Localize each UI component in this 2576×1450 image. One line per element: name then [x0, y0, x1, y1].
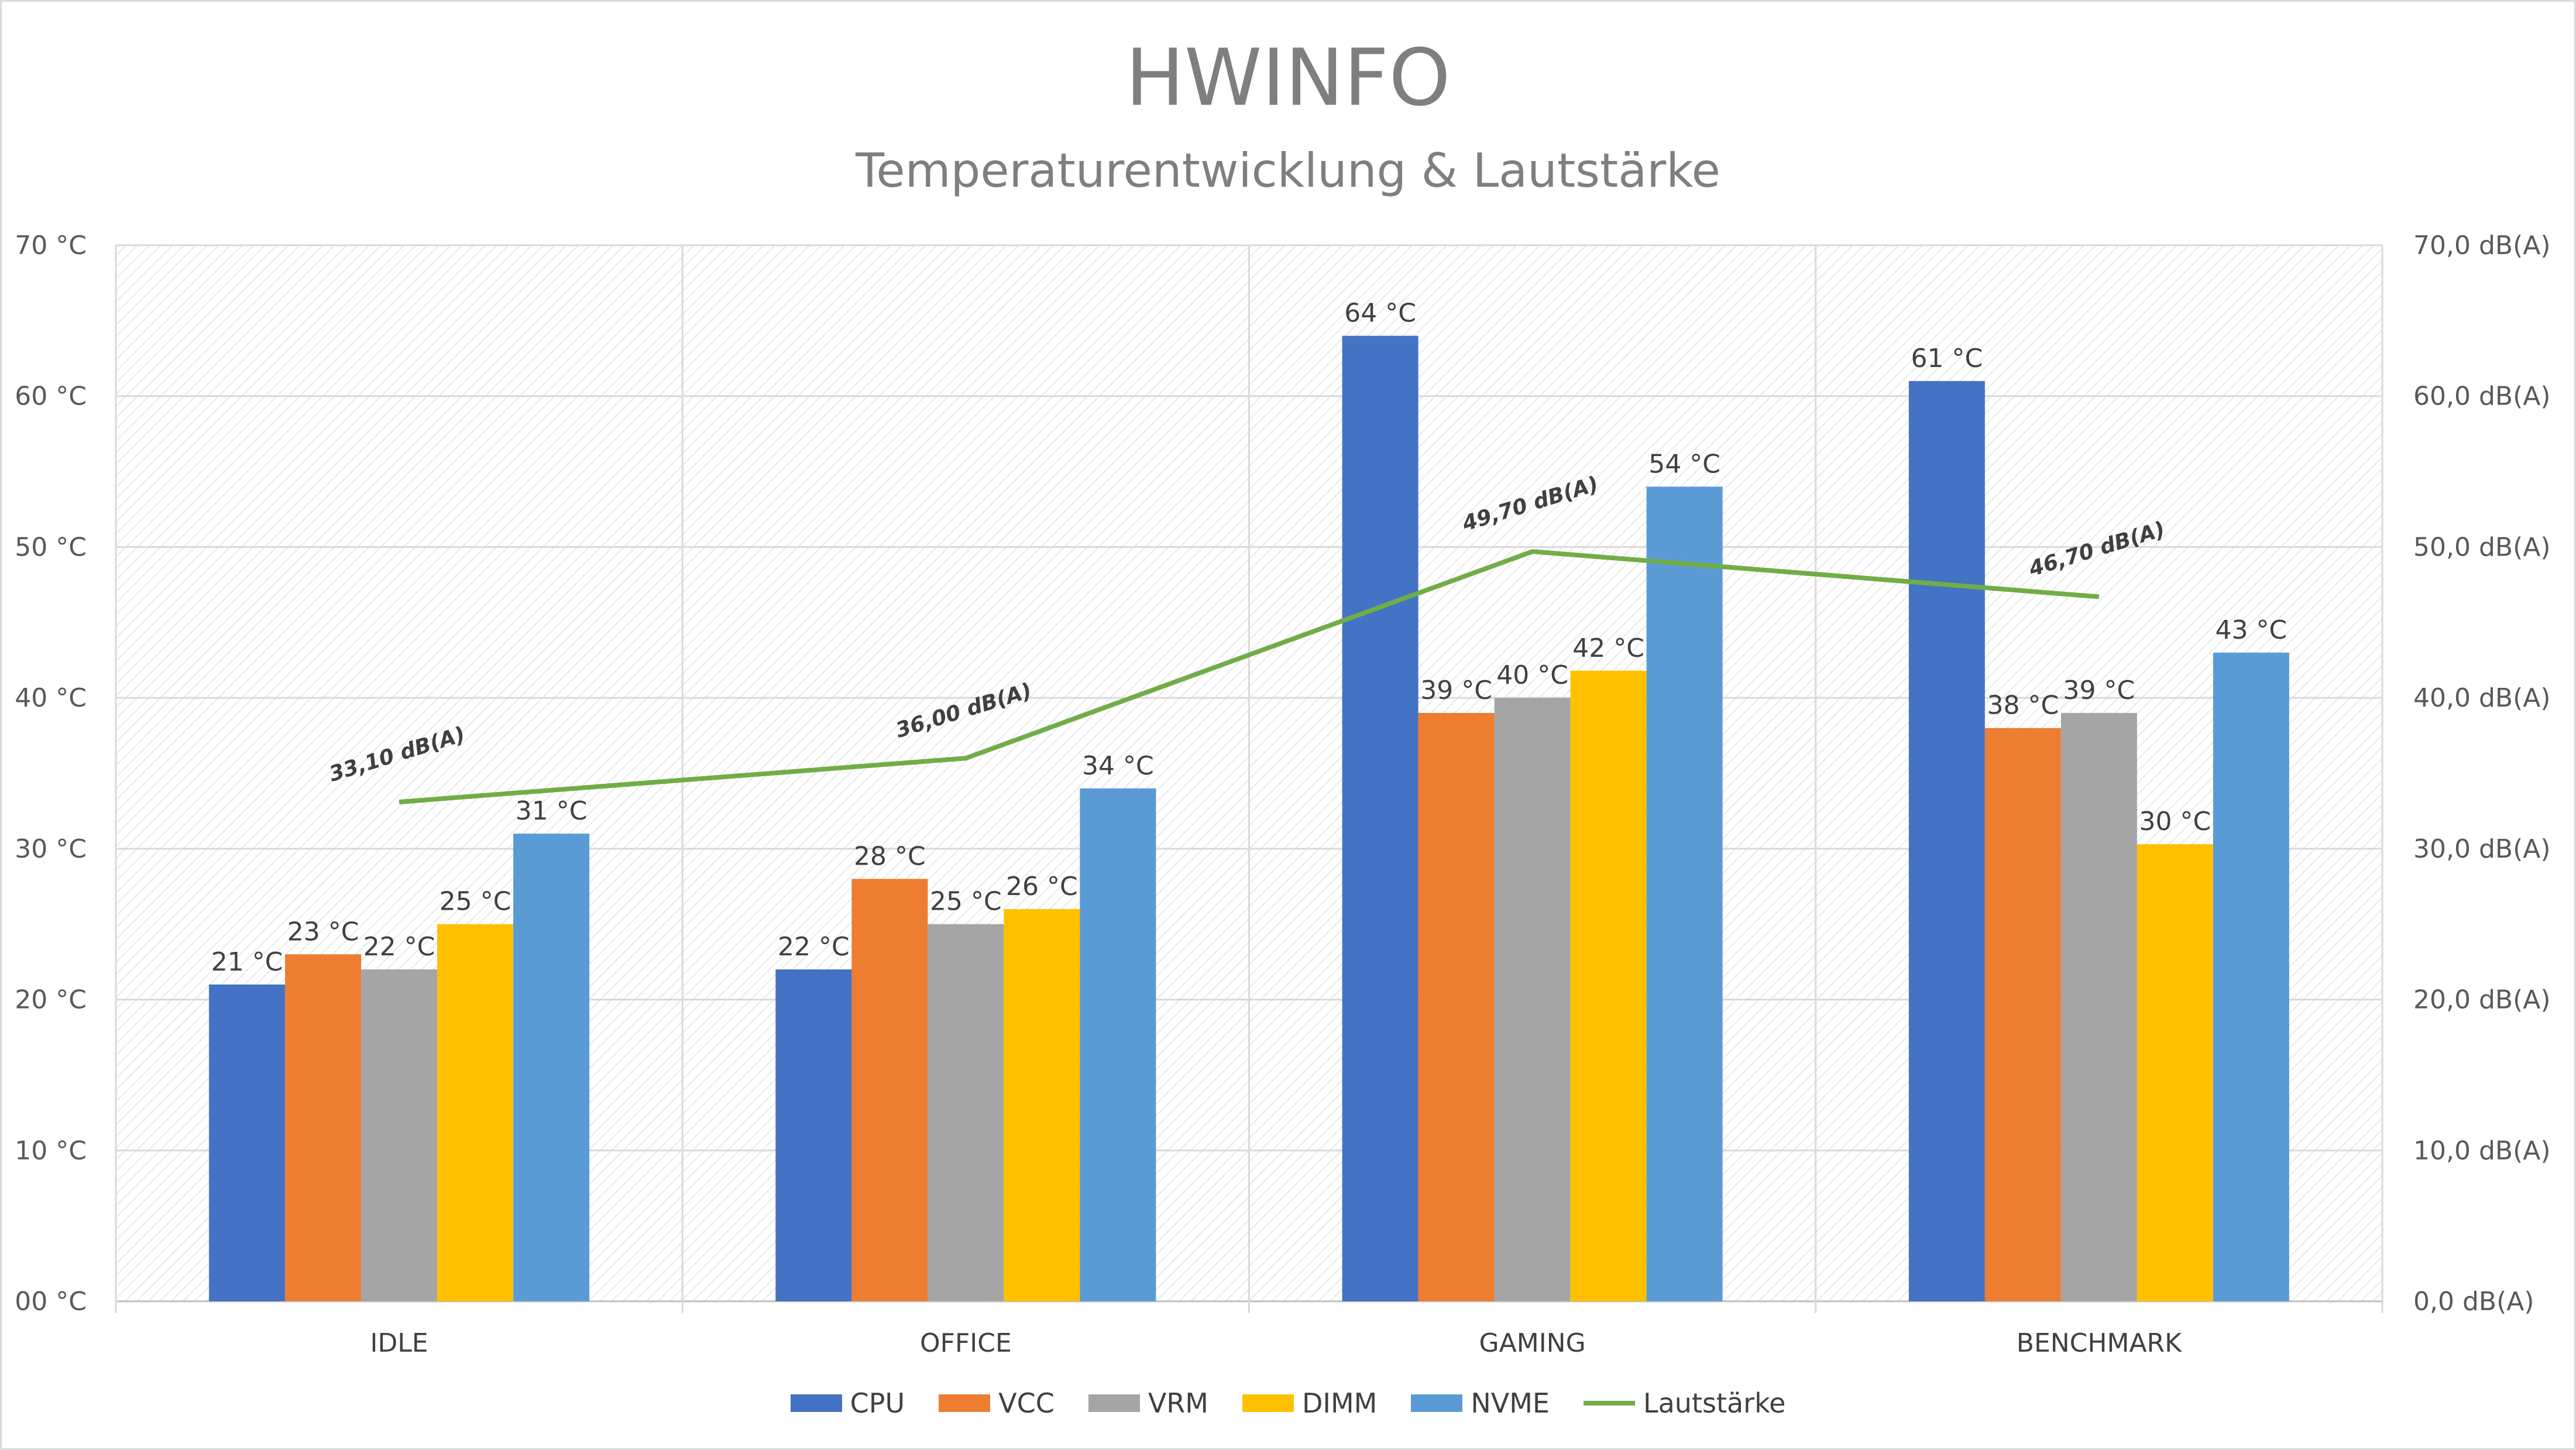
legend-swatch — [1411, 1394, 1463, 1412]
data-label: 39 °C — [1420, 676, 1492, 705]
y-right-tick-label: 40,0 dB(A) — [2413, 683, 2551, 713]
data-label: 61 °C — [1911, 344, 1983, 373]
data-label: 26 °C — [1006, 872, 1078, 901]
legend-swatch — [790, 1394, 842, 1412]
line-laustaerke — [399, 549, 2100, 804]
legend-label: VRM — [1148, 1387, 1208, 1419]
legend-swatch — [939, 1394, 991, 1412]
data-label: 64 °C — [1344, 299, 1416, 328]
y-right-tick-label: 70,0 dB(A) — [2413, 231, 2551, 260]
data-label: 54 °C — [1648, 449, 1720, 479]
data-label: 43 °C — [2216, 615, 2288, 645]
y-left-tick-label: 10 °C — [15, 1136, 87, 1166]
chart-legend: CPU VCC VRM DIMM NVME Lautstärke — [0, 1387, 2576, 1419]
chart-subtitle: Temperaturentwicklung & Lautstärke — [856, 143, 1720, 198]
bar-cpu — [209, 984, 286, 1301]
category-label: BENCHMARK — [2017, 1328, 2182, 1358]
legend-label: Lautstärke — [1643, 1387, 1786, 1419]
bar-cpu — [775, 969, 852, 1301]
y-right-tick-label: 50,0 dB(A) — [2413, 532, 2551, 562]
chart-title: HWINFO — [1125, 32, 1451, 124]
bar-vcc — [1418, 712, 1495, 1301]
legend-label: NVME — [1471, 1387, 1550, 1419]
data-label: 28 °C — [854, 841, 926, 871]
y-left-tick-label: 50 °C — [15, 532, 87, 562]
data-label: 38 °C — [1987, 691, 2059, 721]
legend-item: VCC — [939, 1387, 1055, 1419]
y-right-tick-label: 0,0 dB(A) — [2413, 1287, 2534, 1317]
y-left-tick-label: 20 °C — [15, 985, 87, 1015]
bar-vrm — [361, 969, 438, 1301]
data-label: 25 °C — [930, 887, 1002, 917]
legend-item: VRM — [1088, 1387, 1208, 1419]
data-label: 34 °C — [1082, 751, 1154, 781]
bar-vrm — [928, 924, 1004, 1301]
bar-vcc — [851, 879, 928, 1301]
data-label: 22 °C — [778, 932, 850, 962]
y-left-tick-label: 40 °C — [15, 683, 87, 713]
data-label: 40 °C — [1496, 660, 1568, 690]
y-left-tick-label: 60 °C — [15, 382, 87, 412]
y-right-tick-label: 30,0 dB(A) — [2413, 834, 2551, 864]
legend-swatch — [1242, 1394, 1294, 1412]
data-label: 31 °C — [516, 796, 588, 826]
bar-cpu — [1908, 381, 1985, 1301]
bar-dimm — [1570, 670, 1647, 1301]
data-label: 22 °C — [363, 932, 435, 962]
bar-nvme — [2213, 652, 2289, 1301]
y-right-tick-label: 60,0 dB(A) — [2413, 382, 2551, 412]
legend-item: NVME — [1411, 1387, 1550, 1419]
legend-item: Lautstärke — [1583, 1387, 1786, 1419]
y-right-tick-label: 10,0 dB(A) — [2413, 1136, 2551, 1166]
legend-item: DIMM — [1242, 1387, 1377, 1419]
data-label: 42 °C — [1572, 633, 1644, 663]
bar-nvme — [1646, 486, 1723, 1302]
legend-label: VCC — [998, 1387, 1055, 1419]
bar-vrm — [2060, 712, 2137, 1301]
legend-item: CPU — [790, 1387, 905, 1419]
bar-vcc — [285, 954, 362, 1301]
bar-dimm — [1004, 909, 1080, 1301]
data-label: 25 °C — [439, 887, 511, 917]
bar-dimm — [2137, 844, 2213, 1301]
bar-vrm — [1494, 698, 1571, 1301]
category-label: GAMING — [1479, 1328, 1586, 1358]
bar-dimm — [437, 924, 514, 1301]
legend-swatch — [1583, 1401, 1635, 1406]
bar-nvme — [1080, 788, 1156, 1301]
y-left-tick-label: 70 °C — [15, 231, 87, 260]
legend-label: CPU — [850, 1387, 905, 1419]
category-label: IDLE — [370, 1328, 428, 1358]
legend-swatch — [1088, 1394, 1140, 1412]
data-label: 30 °C — [2139, 807, 2211, 837]
legend-label: DIMM — [1301, 1387, 1378, 1419]
data-label: 21 °C — [211, 947, 283, 977]
category-label: OFFICE — [920, 1328, 1012, 1358]
bar-nvme — [513, 834, 590, 1301]
y-left-tick-label: 00 °C — [15, 1287, 87, 1317]
y-left-tick-label: 30 °C — [15, 834, 87, 864]
data-label: 23 °C — [287, 917, 359, 947]
data-label: 39 °C — [2063, 676, 2135, 705]
bar-vcc — [1984, 728, 2061, 1301]
bar-cpu — [1342, 335, 1418, 1301]
y-right-tick-label: 20,0 dB(A) — [2413, 985, 2551, 1015]
